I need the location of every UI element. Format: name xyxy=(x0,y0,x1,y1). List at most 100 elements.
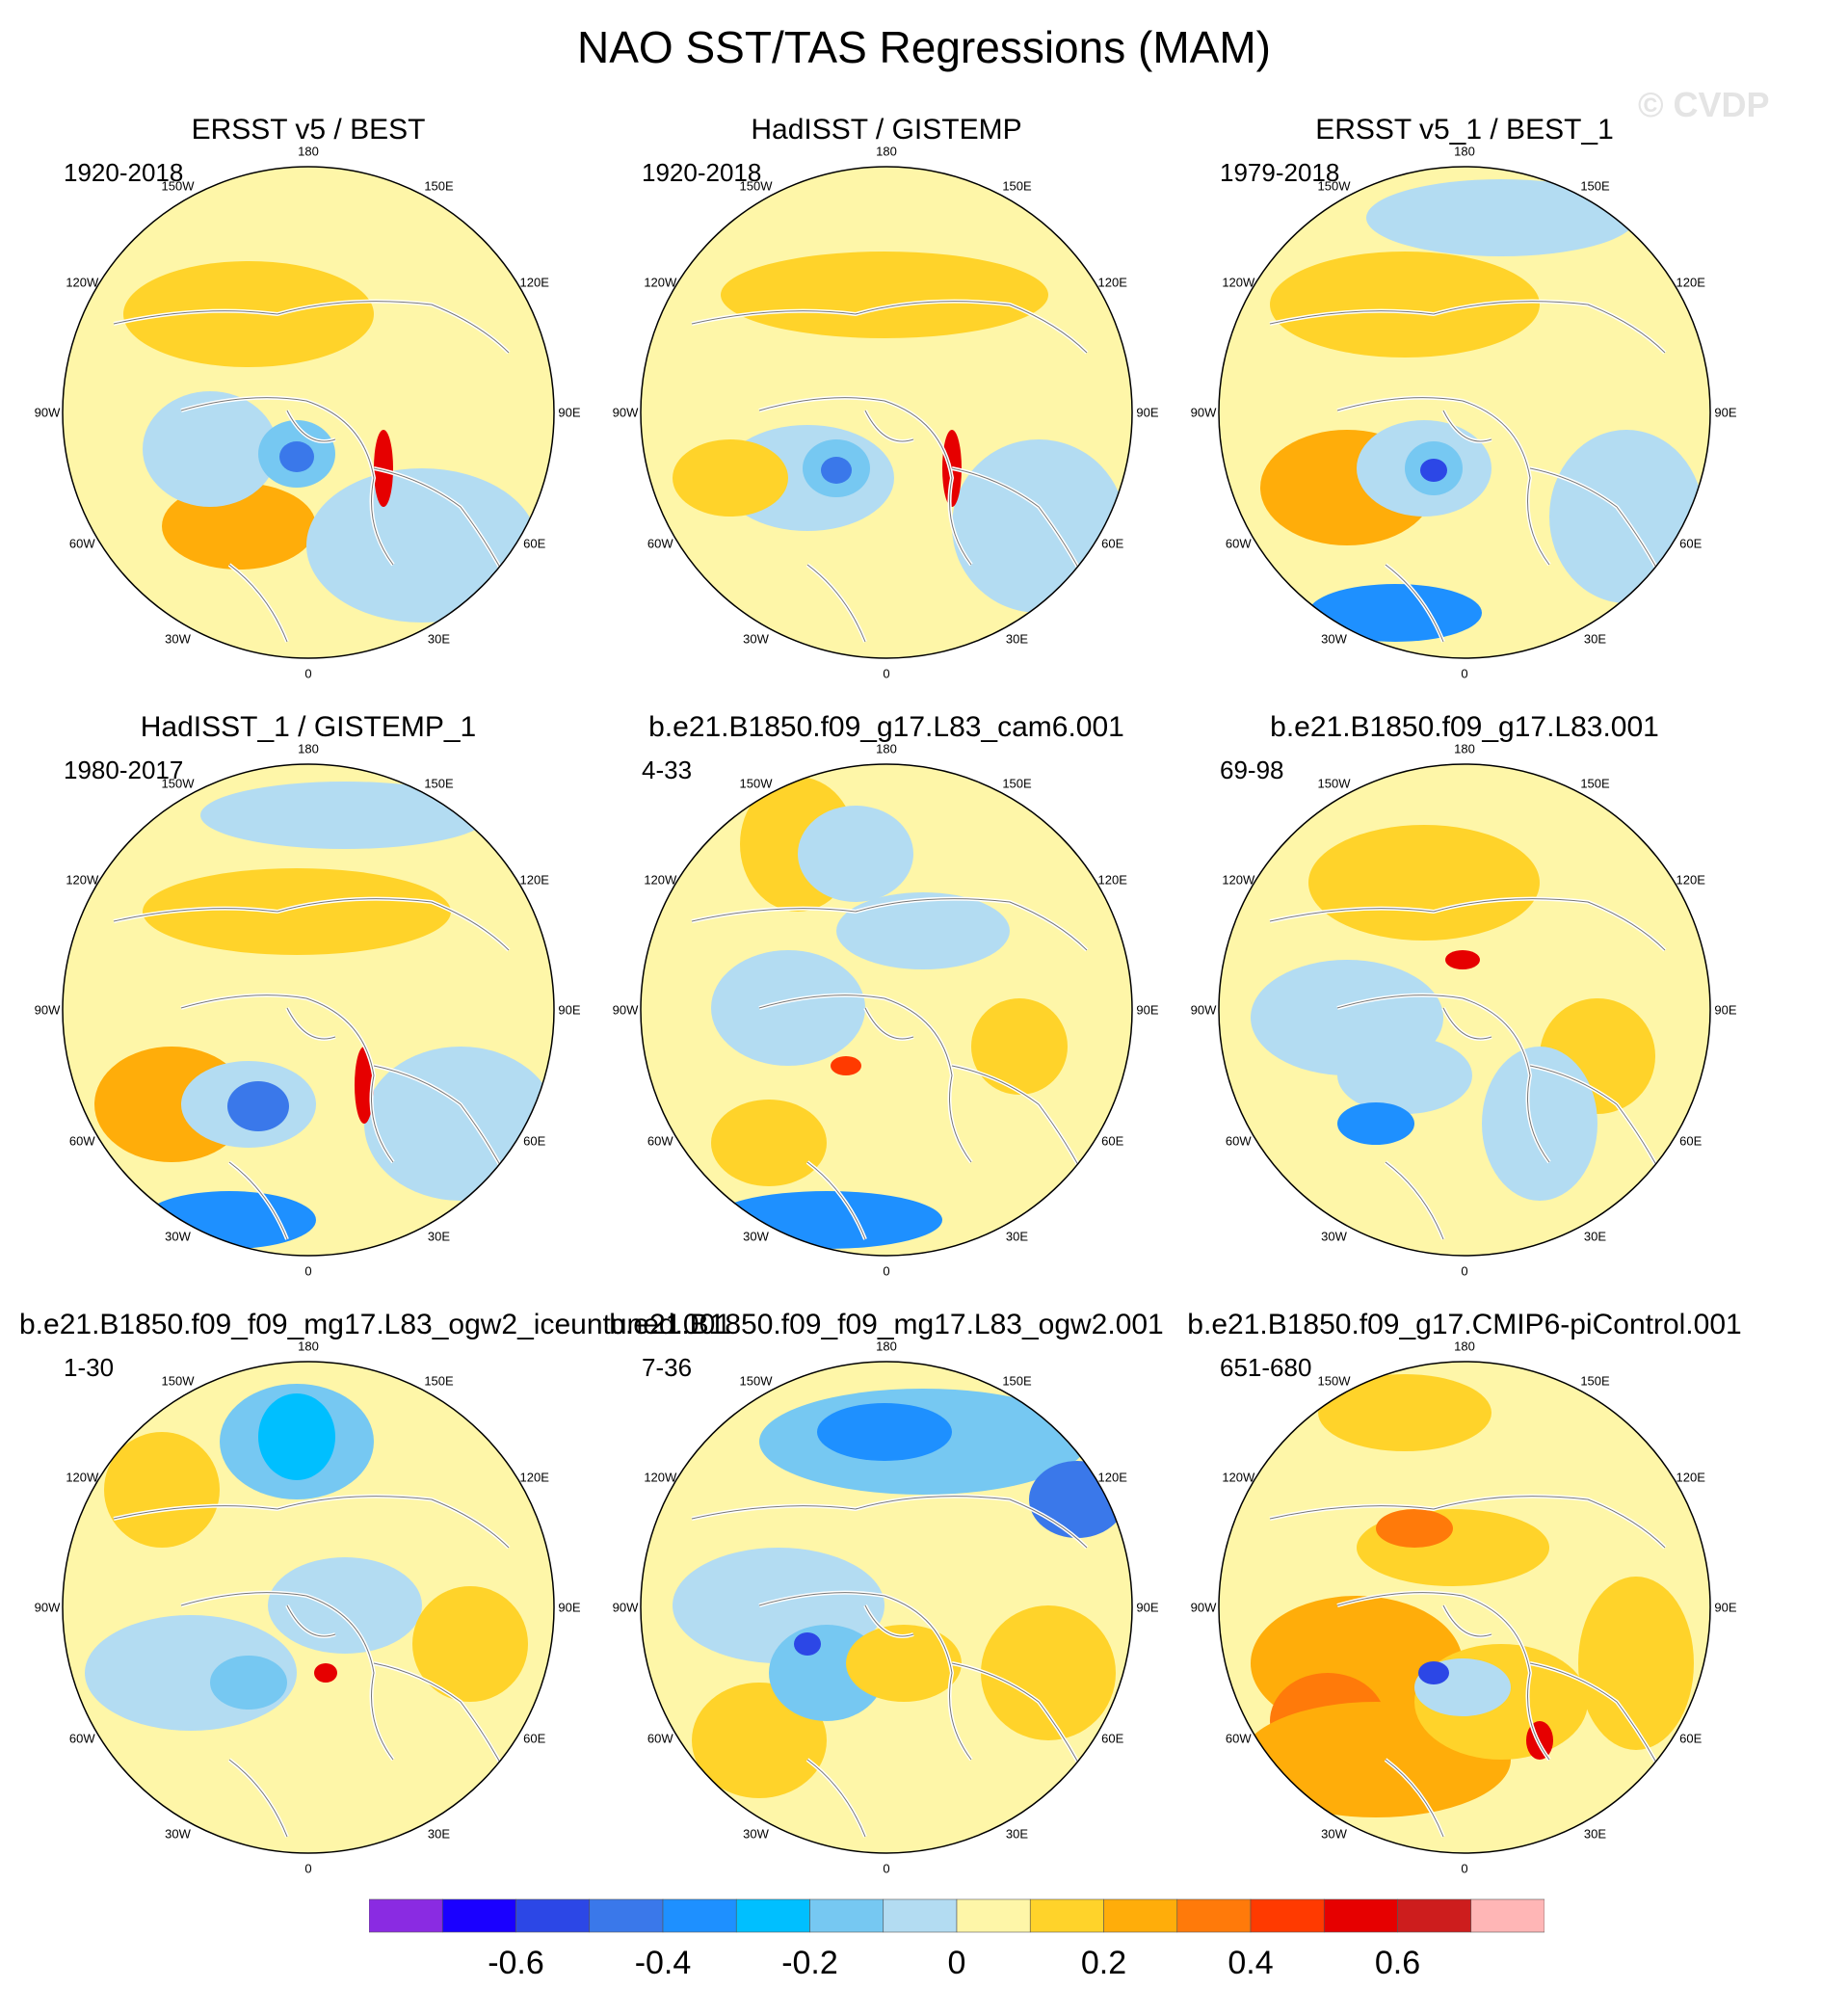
longitude-label: 90W xyxy=(1190,1002,1217,1018)
map-border xyxy=(640,166,1133,659)
longitude-label: 120W xyxy=(644,275,677,289)
longitude-label: 60W xyxy=(647,1731,673,1745)
colorbar-swatch xyxy=(662,1898,737,1933)
longitude-label: 90E xyxy=(1136,1600,1159,1615)
panel-period: 69-98 xyxy=(1220,756,1284,784)
coastline-outline xyxy=(1269,301,1666,643)
longitude-label: 60W xyxy=(647,536,673,550)
regression-contour xyxy=(821,457,852,484)
longitude-label: 180 xyxy=(876,1339,897,1354)
regression-contour xyxy=(279,441,314,472)
longitude-label: 60E xyxy=(1101,1133,1124,1148)
colorbar-swatch xyxy=(515,1898,591,1933)
regression-contour xyxy=(1270,252,1540,358)
colorbar-swatch xyxy=(1176,1898,1252,1933)
map-panel: b.e21.B1850.f09_f09_mg17.L83_ogw2_iceunt… xyxy=(19,1309,731,1876)
regression-contour xyxy=(798,806,913,902)
longitude-label: 150E xyxy=(1002,178,1032,194)
longitude-label: 150W xyxy=(1317,776,1351,791)
regression-contour xyxy=(971,998,1068,1095)
regression-contour xyxy=(1318,1374,1492,1451)
panel-title: b.e21.B1850.f09_g17.CMIP6-piControl.001 xyxy=(1187,1309,1742,1340)
colorbar-swatch xyxy=(883,1898,958,1933)
longitude-label: 0 xyxy=(1461,1861,1468,1876)
regression-contour xyxy=(123,261,374,367)
regression-contour xyxy=(836,892,1010,969)
longitude-label: 120W xyxy=(1222,872,1255,887)
regression-contour xyxy=(104,1432,220,1548)
panel-title: HadISST_1 / GISTEMP_1 xyxy=(140,711,477,743)
longitude-label: 150W xyxy=(739,1373,773,1389)
longitude-label: 180 xyxy=(1454,1339,1475,1354)
longitude-label: 60W xyxy=(68,1731,95,1745)
map-border xyxy=(62,763,555,1257)
map-panel: b.e21.B1850.f09_g17.L83.001 69-98 180 150E 1… xyxy=(1175,711,1754,1279)
figure-title: NAO SST/TAS Regressions (MAM) xyxy=(577,22,1271,72)
regression-contour xyxy=(1337,1037,1472,1114)
longitude-label: 30E xyxy=(1583,631,1607,647)
map-border xyxy=(640,1361,1133,1854)
longitude-label: 0 xyxy=(304,1263,312,1279)
polar-map xyxy=(62,763,555,1257)
longitude-label: 120E xyxy=(1097,275,1127,289)
longitude-label: 120E xyxy=(1676,872,1705,887)
longitude-label: 150E xyxy=(424,1373,454,1389)
longitude-label: 90W xyxy=(612,1002,639,1018)
longitude-label: 90E xyxy=(558,1600,581,1615)
longitude-label: 90W xyxy=(1190,1600,1217,1615)
longitude-label: 60E xyxy=(1101,536,1124,550)
regression-contour xyxy=(355,1047,374,1124)
coastline-outline xyxy=(691,301,1088,643)
longitude-label: 120W xyxy=(66,275,99,289)
longitude-label: 180 xyxy=(876,144,897,159)
longitude-label: 30E xyxy=(427,1826,451,1842)
longitude-label: 30W xyxy=(1321,1826,1347,1842)
longitude-label: 0 xyxy=(304,666,312,681)
colorbar-swatch xyxy=(1470,1898,1544,1933)
coastline-outline xyxy=(113,1496,510,1838)
polar-map xyxy=(1218,166,1711,659)
longitude-label: 30E xyxy=(1583,1229,1607,1244)
longitude-label: 60E xyxy=(1679,536,1703,550)
map-panel: ERSST v5 / BEST 1920-2018 180 150E 120E 90E 60… xyxy=(19,114,597,681)
regression-contour xyxy=(268,1557,422,1654)
regression-contour xyxy=(143,391,277,507)
coastline-outline xyxy=(1269,898,1666,1240)
colorbar-swatch xyxy=(735,1898,810,1933)
regression-contour xyxy=(200,782,489,849)
longitude-label: 120W xyxy=(644,872,677,887)
map-panel: b.e21.B1850.f09_g17.L83_cam6.001 4-33 180 1… xyxy=(597,711,1175,1279)
longitude-label: 60W xyxy=(1225,1731,1252,1745)
panel-title: ERSST v5_1 / BEST_1 xyxy=(1315,114,1614,146)
longitude-label: 120E xyxy=(1676,1470,1705,1484)
longitude-label: 30W xyxy=(1321,631,1347,647)
colorbar-swatch xyxy=(1250,1898,1325,1933)
regression-contour xyxy=(1445,950,1480,969)
colorbar-swatch xyxy=(809,1898,884,1933)
colorbar-swatch xyxy=(369,1898,443,1933)
polar-map xyxy=(640,763,1133,1257)
colorbar-swatch xyxy=(441,1898,516,1933)
regression-contour xyxy=(711,950,865,1066)
map-panel: ERSST v5_1 / BEST_1 1979-2018 180 150E 120E 9… xyxy=(1175,114,1754,681)
longitude-label: 30W xyxy=(165,631,191,647)
regression-contour xyxy=(412,1586,528,1702)
longitude-label: 90W xyxy=(34,1002,61,1018)
longitude-label: 90E xyxy=(1136,1002,1159,1018)
longitude-label: 90W xyxy=(1190,405,1217,420)
colorbar-swatch xyxy=(1397,1898,1472,1933)
longitude-label: 60E xyxy=(1101,1731,1124,1745)
regression-contour xyxy=(1366,179,1636,256)
longitude-label: 90W xyxy=(34,405,61,420)
colorbar-swatch xyxy=(1029,1898,1104,1933)
longitude-label: 180 xyxy=(298,1339,319,1354)
colorbar-swatch xyxy=(956,1898,1031,1933)
longitude-label: 120W xyxy=(66,1470,99,1484)
regression-contour xyxy=(981,1605,1116,1740)
map-border xyxy=(62,1361,555,1854)
longitude-label: 150W xyxy=(1317,1373,1351,1389)
longitude-label: 0 xyxy=(883,1861,890,1876)
longitude-label: 90E xyxy=(1136,405,1159,420)
regression-contour xyxy=(1549,430,1703,603)
cvdp-watermark: © CVDP xyxy=(1638,85,1770,124)
